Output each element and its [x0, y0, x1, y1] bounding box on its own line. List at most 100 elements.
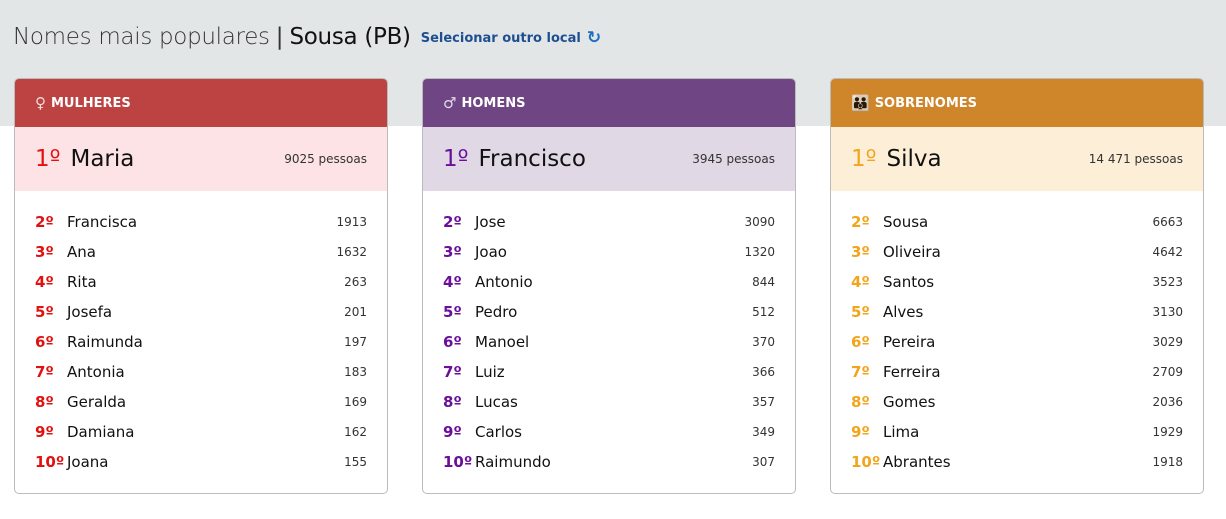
name: Alves — [883, 303, 924, 321]
name: Damiana — [67, 423, 135, 441]
women-icon: ♀ — [35, 94, 46, 112]
list-item[interactable]: 5º Josefa 201 — [15, 297, 387, 327]
card-header: ♂ HOMENS — [423, 79, 795, 127]
rank: 3º — [443, 243, 462, 261]
name: Pedro — [475, 303, 518, 321]
name: Rita — [67, 273, 97, 291]
rank: 3º — [851, 243, 870, 261]
rank: 3º — [35, 243, 54, 261]
card-header: 👪 SOBRENOMES — [831, 79, 1203, 127]
rank: 10º — [851, 453, 881, 471]
list-item[interactable]: 6º Raimunda 197 — [15, 327, 387, 357]
rank: 8º — [443, 393, 462, 411]
list-item[interactable]: 8º Geralda 169 — [15, 387, 387, 417]
list-item[interactable]: 3º Ana 1632 — [15, 237, 387, 267]
rank: 6º — [443, 333, 462, 351]
name: Gomes — [883, 393, 936, 411]
rank: 7º — [35, 363, 54, 381]
top-ranked-item[interactable]: 1º Maria 9025 pessoas — [15, 127, 387, 191]
name: Joao — [475, 243, 507, 261]
name: Joana — [67, 453, 109, 471]
rank: 6º — [35, 333, 54, 351]
list-item[interactable]: 9º Lima 1929 — [831, 417, 1203, 447]
count: 162 — [344, 425, 367, 439]
rank: 1º — [35, 146, 61, 172]
list-item[interactable]: 2º Jose 3090 — [423, 207, 795, 237]
ranking-list: 2º Francisca 1913 3º Ana 1632 4º Rita 26… — [15, 191, 387, 477]
count: 183 — [344, 365, 367, 379]
count: 263 — [344, 275, 367, 289]
name: Manoel — [475, 333, 530, 351]
list-item[interactable]: 10º Joana 155 — [15, 447, 387, 477]
count: 155 — [344, 455, 367, 469]
top-ranked-item[interactable]: 1º Silva 14 471 pessoas — [831, 127, 1203, 191]
list-item[interactable]: 7º Luiz 366 — [423, 357, 795, 387]
rank: 8º — [851, 393, 870, 411]
name: Raimunda — [67, 333, 143, 351]
list-item[interactable]: 2º Sousa 6663 — [831, 207, 1203, 237]
list-item[interactable]: 3º Joao 1320 — [423, 237, 795, 267]
name: Carlos — [475, 423, 522, 441]
count: 370 — [752, 335, 775, 349]
list-item[interactable]: 7º Ferreira 2709 — [831, 357, 1203, 387]
card-header: ♀ MULHERES — [15, 79, 387, 127]
list-item[interactable]: 10º Raimundo 307 — [423, 447, 795, 477]
list-item[interactable]: 4º Rita 263 — [15, 267, 387, 297]
rank: 4º — [851, 273, 870, 291]
change-location-link[interactable]: Selecionar outro local — [420, 31, 581, 46]
card-title: SOBRENOMES — [874, 95, 978, 111]
top-ranked-item[interactable]: 1º Francisco 3945 pessoas — [423, 127, 795, 191]
rank: 9º — [851, 423, 870, 441]
list-item[interactable]: 5º Alves 3130 — [831, 297, 1203, 327]
count: 3090 — [744, 215, 775, 229]
count: 3945 pessoas — [692, 152, 775, 166]
list-item[interactable]: 9º Damiana 162 — [15, 417, 387, 447]
list-item[interactable]: 4º Antonio 844 — [423, 267, 795, 297]
ranking-list: 2º Jose 3090 3º Joao 1320 4º Antonio 844… — [423, 191, 795, 477]
count: 169 — [344, 395, 367, 409]
count: 197 — [344, 335, 367, 349]
name: Pereira — [883, 333, 936, 351]
rank: 6º — [851, 333, 870, 351]
count: 2036 — [1152, 395, 1183, 409]
rank: 9º — [443, 423, 462, 441]
page-title: Nomes mais populares | Sousa (PB) Seleci… — [13, 24, 601, 50]
name: Antonio — [475, 273, 533, 291]
rank: 9º — [35, 423, 54, 441]
list-item[interactable]: 3º Oliveira 4642 — [831, 237, 1203, 267]
list-item[interactable]: 10º Abrantes 1918 — [831, 447, 1203, 477]
list-item[interactable]: 4º Santos 3523 — [831, 267, 1203, 297]
men-icon: ♂ — [443, 94, 457, 112]
count: 1918 — [1152, 455, 1183, 469]
refresh-icon[interactable]: ↻ — [586, 28, 602, 48]
list-item[interactable]: 2º Francisca 1913 — [15, 207, 387, 237]
list-item[interactable]: 9º Carlos 349 — [423, 417, 795, 447]
name: Lucas — [475, 393, 518, 411]
card-men: ♂ HOMENS 1º Francisco 3945 pessoas 2º Jo… — [422, 78, 796, 494]
count: 1320 — [744, 245, 775, 259]
list-item[interactable]: 7º Antonia 183 — [15, 357, 387, 387]
count: 201 — [344, 305, 367, 319]
count: 14 471 pessoas — [1088, 152, 1183, 166]
rank: 5º — [35, 303, 54, 321]
name: Francisca — [67, 213, 138, 231]
list-item[interactable]: 8º Gomes 2036 — [831, 387, 1203, 417]
name: Santos — [883, 273, 935, 291]
list-item[interactable]: 5º Pedro 512 — [423, 297, 795, 327]
count: 3130 — [1152, 305, 1183, 319]
count: 512 — [752, 305, 775, 319]
rank: 10º — [35, 453, 65, 471]
list-item[interactable]: 8º Lucas 357 — [423, 387, 795, 417]
count: 3029 — [1152, 335, 1183, 349]
name: Maria — [70, 146, 135, 172]
list-item[interactable]: 6º Manoel 370 — [423, 327, 795, 357]
name: Jose — [475, 213, 506, 231]
count: 9025 pessoas — [284, 152, 367, 166]
name: Sousa — [883, 213, 929, 231]
title-separator: | — [275, 24, 284, 50]
rank: 7º — [851, 363, 870, 381]
name: Abrantes — [883, 453, 951, 471]
name: Josefa — [67, 303, 113, 321]
count: 1913 — [336, 215, 367, 229]
list-item[interactable]: 6º Pereira 3029 — [831, 327, 1203, 357]
